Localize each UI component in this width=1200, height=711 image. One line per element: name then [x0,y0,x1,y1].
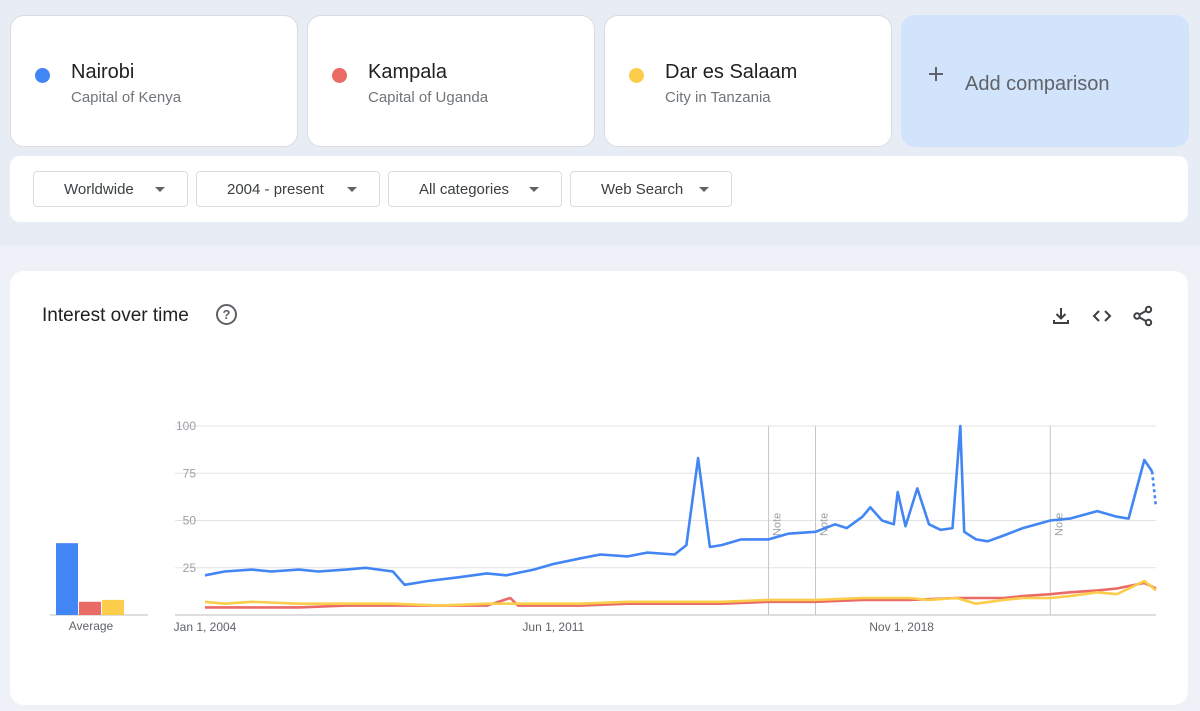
series-color-dot [35,68,50,83]
help-circle-icon[interactable]: ? [216,304,237,325]
filter-bar: Worldwide 2004 - present All categories … [10,156,1188,222]
chart-series [204,424,1158,609]
y-tick-label: 100 [176,419,196,433]
annotation-label: Note [819,513,831,536]
x-axis: Jan 1, 2004 Jun 1, 2011 Nov 1, 2018 [174,620,935,634]
term-description: Capital of Uganda [368,89,489,106]
series-line-dar-es-salaam [204,579,1157,607]
term-description: City in Tanzania [665,89,771,106]
average-bar-kampala [79,601,101,615]
average-bar-nairobi [56,543,78,615]
time-range-filter-label: 2004 - present [227,180,324,198]
search-type-filter-dropdown[interactable]: Web Search [570,171,732,207]
x-tick-label: Jan 1, 2004 [174,620,237,634]
average-bar-chart: Average [50,543,148,633]
x-tick-label: Nov 1, 2018 [869,620,934,634]
annotation-label: Note [1053,513,1065,536]
region-filter-label: Worldwide [64,180,134,198]
category-filter-label: All categories [419,180,510,198]
series-color-dot [629,68,644,83]
term-description: Capital of Kenya [71,89,182,106]
term-card-kampala[interactable]: Kampala Capital of Uganda [307,15,595,147]
annotation-label: Note [772,513,784,536]
category-filter-dropdown[interactable]: All categories [388,171,562,207]
share-icon[interactable] [1132,305,1154,327]
interest-over-time-panel: Interest over time ? Average 25 50 75 100 N… [10,271,1188,705]
average-bar-dar-es-salaam [102,599,124,615]
term-card-dar-es-salaam[interactable]: Dar es Salaam City in Tanzania [604,15,892,147]
x-tick-label: Jun 1, 2011 [522,620,584,634]
embed-code-icon[interactable] [1091,305,1113,327]
add-comparison-button[interactable]: Add comparison [901,15,1189,147]
time-range-filter-dropdown[interactable]: 2004 - present [196,171,380,207]
y-tick-label: 25 [183,561,197,575]
panel-title: Interest over time [42,305,189,326]
term-name: Nairobi [71,61,135,83]
download-icon[interactable] [1050,305,1072,327]
series-line-nairobi [204,424,1154,587]
dropdown-caret-icon [529,187,539,192]
y-tick-label: 50 [183,514,197,528]
add-comparison-label: Add comparison [965,73,1110,95]
dropdown-caret-icon [699,187,709,192]
chart-grid: 25 50 75 100 [175,419,1156,616]
dropdown-caret-icon [155,187,165,192]
y-tick-label: 75 [183,466,197,480]
term-card-nairobi[interactable]: Nairobi Capital of Kenya [10,15,298,147]
plus-icon [929,67,943,81]
region-filter-dropdown[interactable]: Worldwide [33,171,188,207]
term-name: Dar es Salaam [665,61,798,83]
average-label: Average [69,619,114,633]
dropdown-caret-icon [347,187,357,192]
series-partial-line [1150,471,1158,508]
interest-over-time-chart: Average 25 50 75 100 Note Note Note Jan 1, 20… [50,419,1158,634]
search-type-filter-label: Web Search [601,180,684,198]
series-color-dot [332,68,347,83]
term-name: Kampala [368,61,447,83]
